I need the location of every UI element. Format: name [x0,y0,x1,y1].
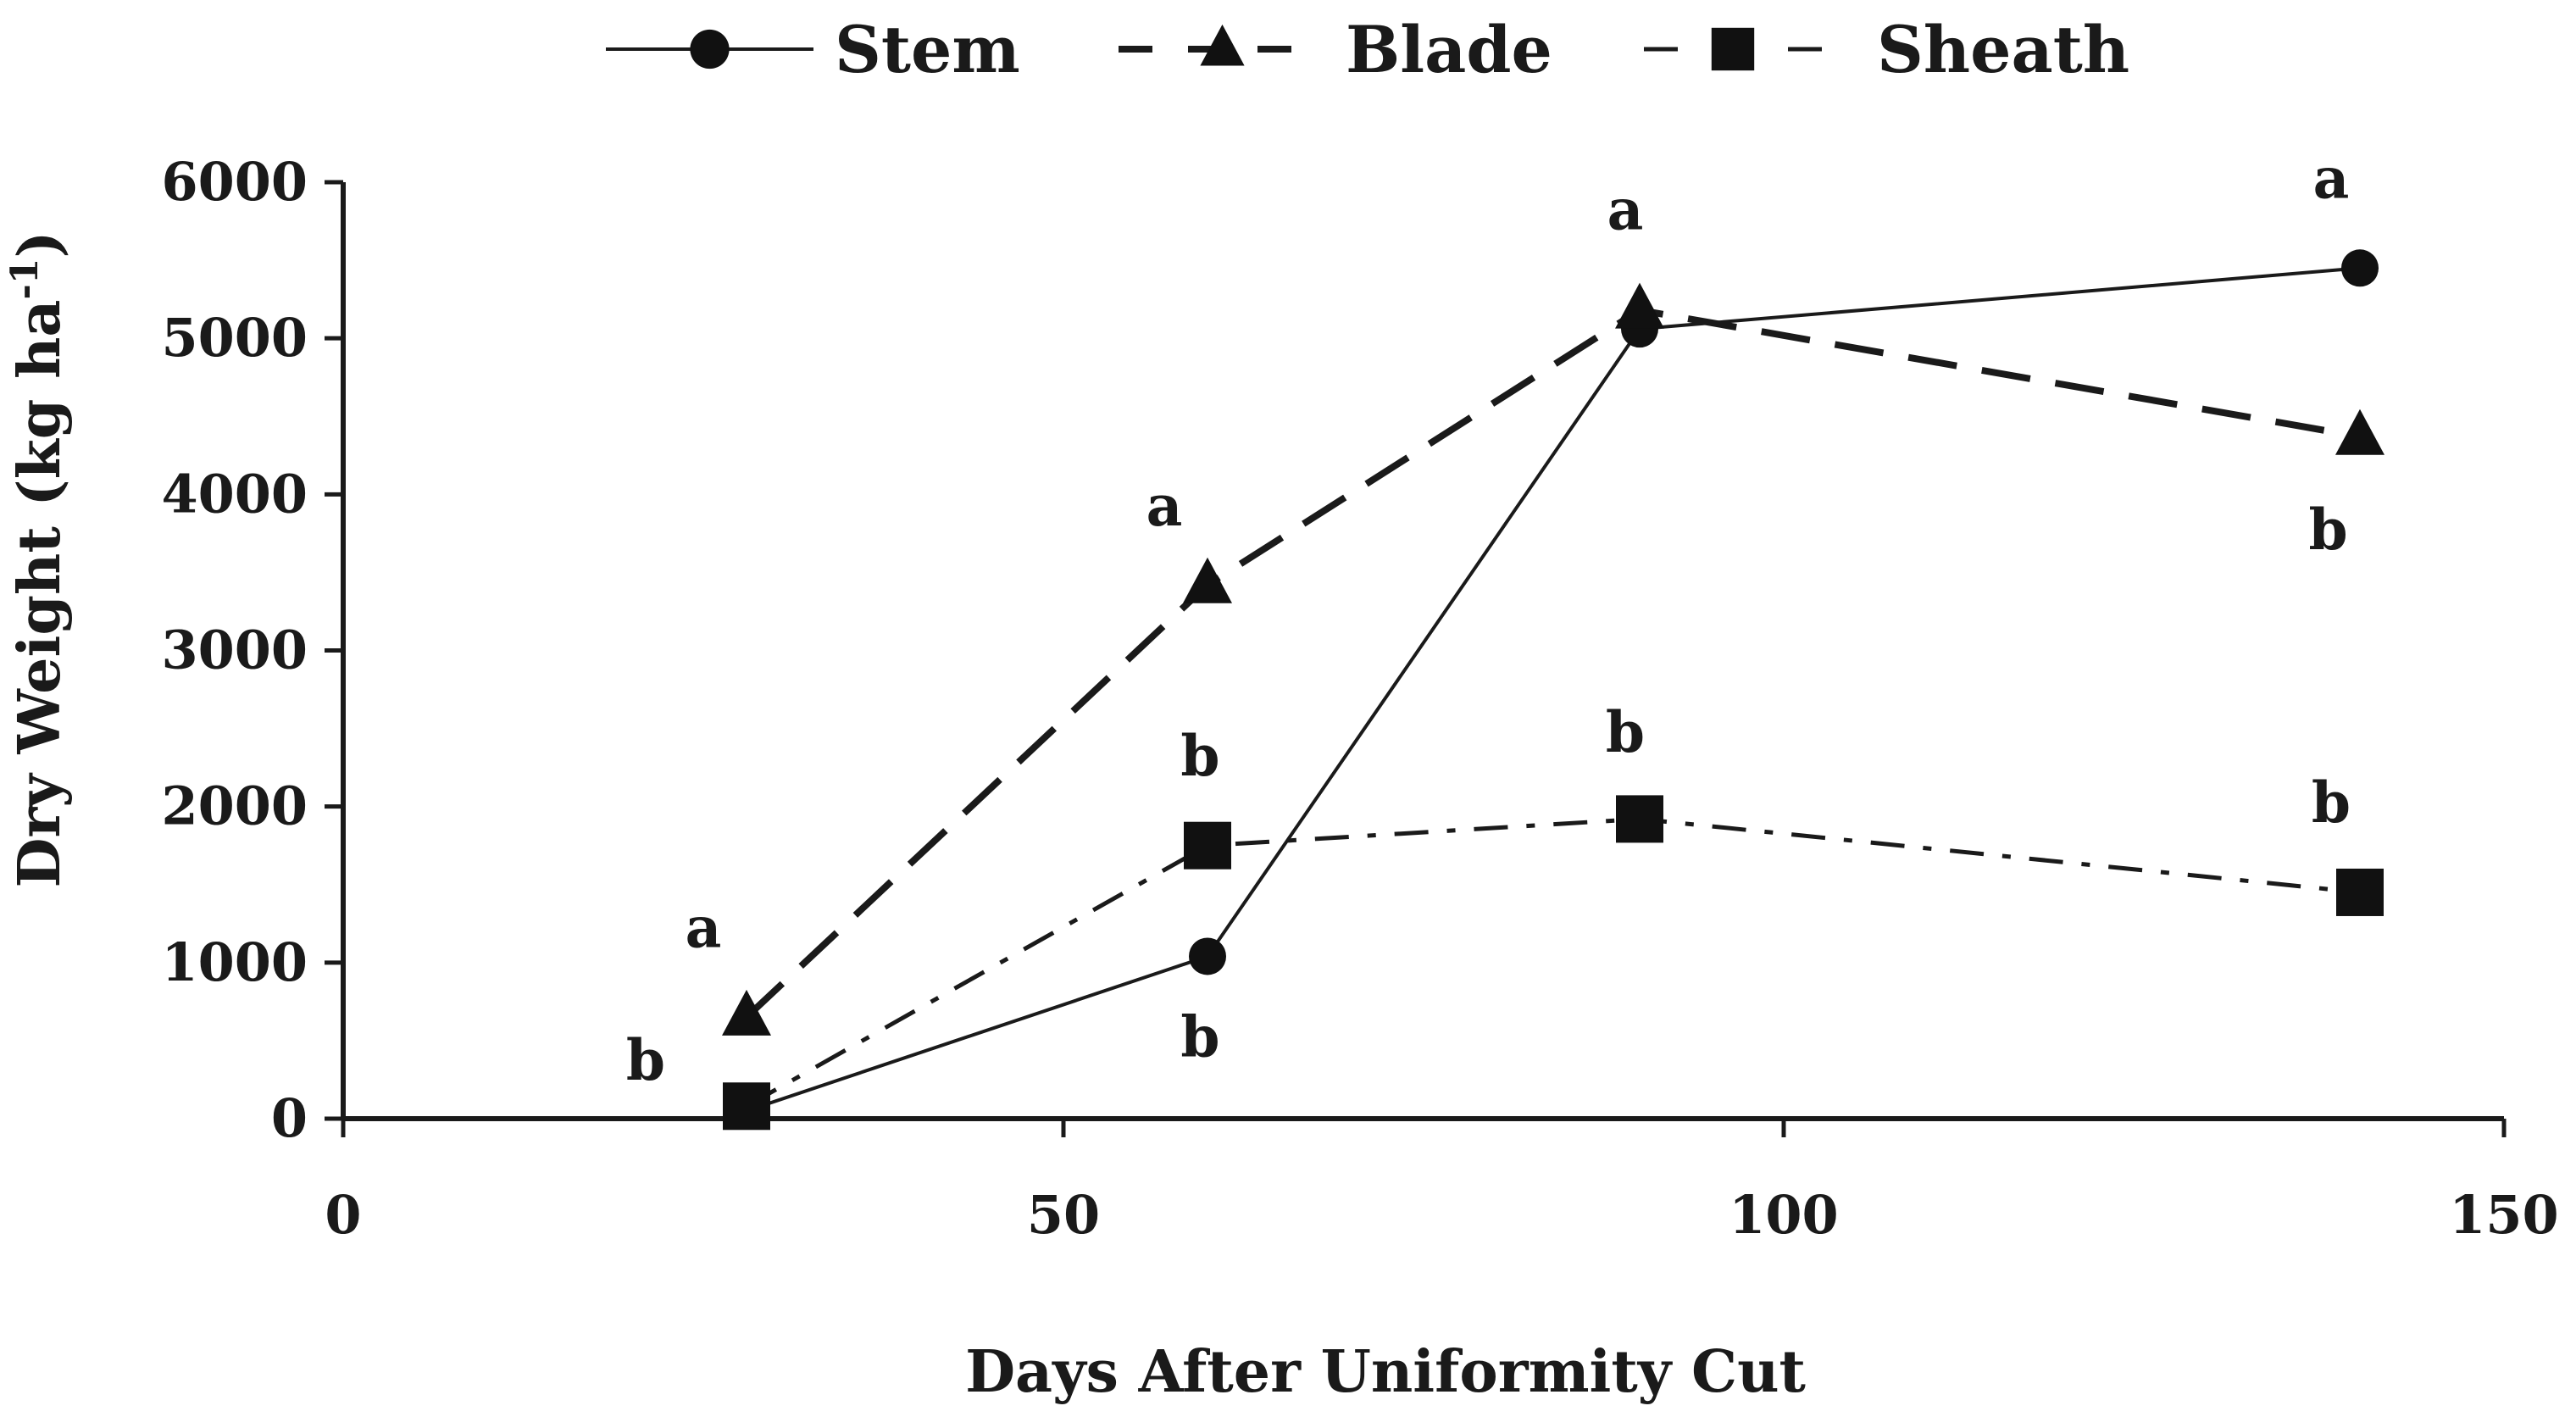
data-point-blade [1615,282,1664,329]
x-tick-label: 0 [325,1184,361,1246]
legend-label-sheath: Sheath [1877,12,2129,87]
significance-letter: b [2312,770,2351,836]
y-axis-title-main: Dry Weight (kg ha [6,300,74,888]
y-axis-title-close: ) [6,231,74,258]
y-tick-label: 1000 [161,931,308,993]
legend-item-blade: Blade [1119,12,1552,87]
data-point-sheath [723,1082,770,1131]
legend-item-stem: Stem [606,12,1020,87]
significance-letter: b [2309,497,2348,563]
y-tick-label: 3000 [161,620,308,681]
significance-letter: b [626,1027,665,1093]
legend-item-sheath: Sheath [1644,12,2129,87]
significance-letter: a [2313,145,2350,211]
x-tick-label: 50 [1027,1184,1100,1246]
y-tick-label: 6000 [161,151,308,213]
series-blade [722,282,2384,1036]
significance-letter: b [1180,1003,1219,1070]
y-tick-label: 4000 [161,463,308,525]
legend-marker-stem [690,29,730,69]
x-tick-label: 100 [1729,1184,1838,1246]
legend-marker-sheath [1711,27,1755,71]
significance-letter: a [1146,473,1183,539]
data-point-sheath [1184,821,1231,870]
significance-letter: a [686,894,722,960]
data-point-sheath [2336,868,2384,916]
axes-layer: 0 1000 2000 3000 4000 5000 6000 0 50 100 150 [161,151,2558,1246]
legend: Stem Blade Sheath [606,12,2129,87]
y-tick-label: 5000 [161,307,308,369]
data-point-sheath [1616,795,1663,843]
data-point-blade [1183,557,1232,603]
data-point-stem [1189,937,1226,975]
series-stem [728,249,2379,1130]
data-point-stem [2341,249,2379,287]
y-axis-title: Dry Weight (kg ha-1) [3,231,74,887]
significance-letter: b [1606,699,1645,765]
y-axis-title-superscript: -1 [3,258,47,300]
significance-letter: a [1607,176,1644,242]
legend-label-stem: Stem [835,12,1020,87]
legend-label-blade: Blade [1346,12,1552,87]
x-axis-title: Days After Uniformity Cut [965,1338,1806,1406]
x-tick-label: 150 [2449,1184,2558,1246]
series-line-stem [746,266,2361,1113]
series-layer [722,249,2384,1131]
significance-letter: b [1180,723,1219,789]
series-line-sheath [745,816,2361,1109]
legend-marker-blade [1200,24,1245,66]
y-tick-label: 0 [271,1087,308,1149]
annotation-layer: a b a b b a b a b b [626,145,2351,1093]
series-sheath [723,795,2384,1131]
y-tick-label: 2000 [161,775,308,837]
data-point-blade [2335,408,2384,455]
data-point-blade [722,989,771,1036]
series-line-blade [744,306,2361,1020]
